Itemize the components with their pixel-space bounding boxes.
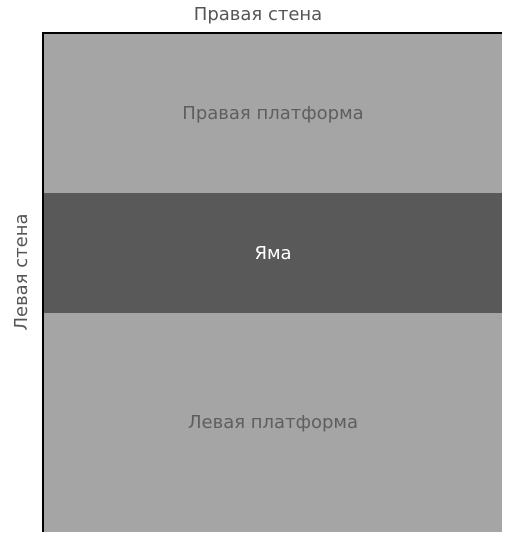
right-platform-zone: Правая платформа (44, 34, 502, 193)
right-wall-label: Правая стена (193, 4, 323, 25)
pit-zone: Яма (44, 193, 502, 313)
left-platform-zone: Левая платформа (44, 313, 502, 532)
right-platform-label: Правая платформа (182, 103, 364, 124)
left-wall-label: Левая стена (11, 213, 32, 331)
left-platform-label: Левая платформа (187, 412, 359, 433)
pit-label: Яма (254, 242, 292, 264)
floor-plan: Правая платформа Яма Левая платформа (42, 32, 502, 532)
